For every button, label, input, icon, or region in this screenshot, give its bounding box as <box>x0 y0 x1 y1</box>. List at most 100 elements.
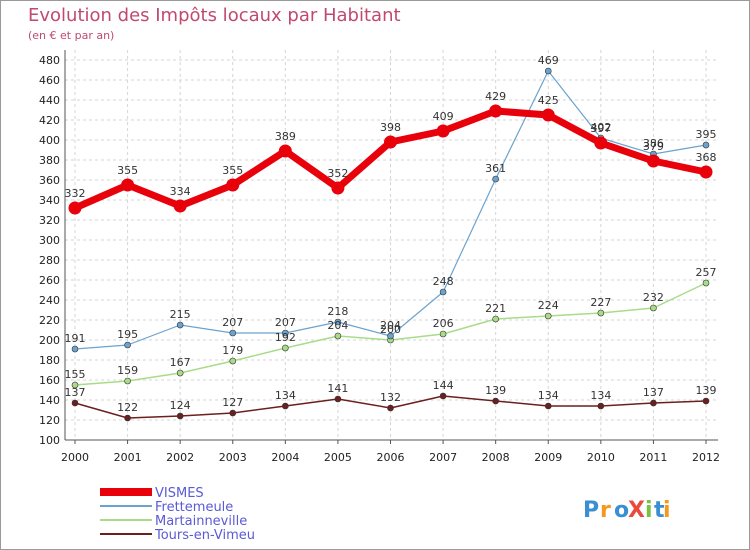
data-label: 402 <box>590 121 611 134</box>
chart-subtitle: (en € et par an) <box>28 29 115 42</box>
x-tick-label: 2011 <box>639 451 667 464</box>
data-point <box>597 309 605 317</box>
x-tick-label: 2001 <box>114 451 142 464</box>
logo-letter: i <box>663 498 671 523</box>
data-point <box>646 154 660 168</box>
y-tick-label: 400 <box>39 134 60 147</box>
x-tick-label: 2005 <box>324 451 352 464</box>
data-label: 215 <box>170 308 191 321</box>
y-tick-label: 280 <box>39 254 60 267</box>
data-point <box>71 399 79 407</box>
data-label: 398 <box>380 121 401 134</box>
data-label: 368 <box>696 151 717 164</box>
data-label: 127 <box>222 396 243 409</box>
data-label: 332 <box>65 187 86 200</box>
data-point <box>71 345 79 353</box>
data-point <box>492 315 499 323</box>
data-label: 248 <box>433 275 454 288</box>
data-point <box>124 414 131 422</box>
chart-title: Evolution des Impôts locaux par Habitant <box>28 5 401 26</box>
y-tick-label: 380 <box>39 154 60 167</box>
data-label: 224 <box>538 299 559 312</box>
data-label: 355 <box>222 164 243 177</box>
y-tick-label: 160 <box>39 374 60 387</box>
data-label: 137 <box>65 386 86 399</box>
data-point <box>702 141 710 149</box>
data-point <box>439 330 447 338</box>
y-tick-label: 460 <box>39 74 60 87</box>
data-point <box>278 144 292 158</box>
data-label: 379 <box>643 140 664 153</box>
x-tick-label: 2002 <box>166 451 194 464</box>
data-label: 139 <box>485 384 506 397</box>
data-label: 207 <box>222 316 243 329</box>
data-label: 192 <box>275 331 296 344</box>
data-point <box>124 377 131 385</box>
y-tick-label: 200 <box>39 334 60 347</box>
data-point <box>334 332 342 340</box>
data-point <box>597 402 605 410</box>
data-point <box>229 329 237 337</box>
data-point <box>124 341 131 349</box>
data-point <box>71 381 79 389</box>
data-label: 132 <box>380 391 401 404</box>
y-tick-label: 100 <box>39 434 60 447</box>
data-labels: 137 122 124 127 134 141 132 144 139 134 134 137 139 1… <box>65 54 717 414</box>
data-point <box>68 201 82 215</box>
data-point <box>702 279 710 287</box>
legend-label: Martainneville <box>155 514 247 529</box>
data-point <box>702 397 710 405</box>
data-label: 191 <box>65 332 86 345</box>
data-label: 232 <box>643 291 664 304</box>
grid <box>65 50 718 441</box>
y-tick-label: 300 <box>39 234 60 247</box>
data-label: 155 <box>65 368 86 381</box>
data-point <box>439 288 447 296</box>
data-point <box>492 397 499 405</box>
data-label: 206 <box>433 317 454 330</box>
data-label: 395 <box>696 128 717 141</box>
axes: 100 120 140 160 180 200 220 240 260 280 300 320 340 3… <box>39 50 720 464</box>
data-label: 134 <box>275 389 296 402</box>
data-label: 159 <box>117 364 138 377</box>
data-label: 397 <box>590 122 611 135</box>
logo-letter: t <box>654 498 665 523</box>
data-point <box>594 136 608 150</box>
legend-label: Tours-en-Vimeu <box>154 528 255 543</box>
y-tick-label: 180 <box>39 354 60 367</box>
data-label: 361 <box>485 162 506 175</box>
data-point <box>541 108 555 122</box>
data-label: 204 <box>380 319 401 332</box>
series-lines <box>68 67 713 422</box>
data-point <box>226 178 240 192</box>
data-point <box>176 412 184 420</box>
x-tick-label: 2010 <box>587 451 615 464</box>
data-label: 429 <box>485 90 506 103</box>
x-tick-label: 2003 <box>219 451 247 464</box>
x-tick-label: 2007 <box>429 451 457 464</box>
data-label: 334 <box>170 185 191 198</box>
data-point <box>334 318 342 326</box>
x-tick-label: 2000 <box>61 451 89 464</box>
data-point <box>334 395 342 403</box>
logo-letter: P <box>583 498 599 523</box>
data-label: 134 <box>538 389 559 402</box>
data-label: 124 <box>170 399 191 412</box>
data-point <box>544 402 552 410</box>
data-label: 386 <box>643 137 664 150</box>
data-point <box>282 329 289 337</box>
logo-letter: X <box>628 498 645 523</box>
data-label: 355 <box>117 164 138 177</box>
data-point <box>176 369 184 377</box>
data-label: 195 <box>117 328 138 341</box>
data-point <box>173 199 187 213</box>
data-label: 137 <box>643 386 664 399</box>
data-label: 144 <box>433 379 454 392</box>
data-label: 179 <box>222 344 243 357</box>
data-label: 204 <box>327 319 348 332</box>
data-point <box>387 332 394 340</box>
data-label: 122 <box>117 401 138 414</box>
legend: VISMESFrettemeuleMartainnevilleTours-en-… <box>100 486 255 543</box>
